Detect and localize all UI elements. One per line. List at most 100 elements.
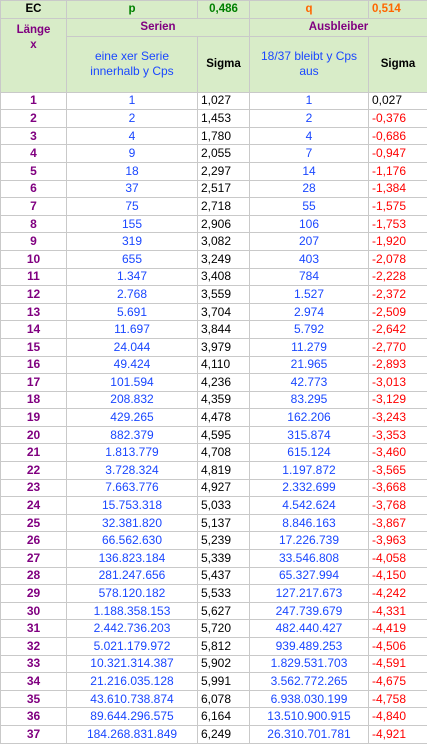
serien-cell[interactable]: 49.424 (66, 355, 198, 375)
sigma1-cell[interactable]: 4,478 (197, 408, 250, 427)
q-label-cell[interactable]: q (249, 0, 369, 19)
sigma1-cell[interactable]: 4,927 (197, 478, 250, 498)
ausbleiber-cell[interactable]: 4 (249, 126, 369, 146)
serien-cell[interactable]: 2.768 (66, 285, 198, 304)
sigma2-cell[interactable]: -4,150 (368, 566, 427, 586)
sigma1-cell[interactable]: 6,164 (197, 707, 250, 726)
serien-cell[interactable]: 66.562.630 (66, 531, 198, 551)
length-cell[interactable]: 8 (0, 214, 67, 234)
sigma2-cell[interactable]: -2,078 (368, 249, 427, 269)
ausbleiber-cell[interactable]: 55 (249, 197, 369, 216)
sigma2-cell[interactable]: -2,228 (368, 267, 427, 287)
ausbleiber-cell[interactable]: 14 (249, 161, 369, 181)
serien-cell[interactable]: 37 (66, 179, 198, 199)
ausbleiber-cell[interactable]: 127.217.673 (249, 584, 369, 603)
length-cell[interactable]: 18 (0, 390, 67, 410)
serien-cell[interactable]: 882.379 (66, 425, 198, 445)
sigma1-cell[interactable]: 3,844 (197, 320, 250, 339)
length-cell[interactable]: 26 (0, 531, 67, 551)
serien-cell[interactable]: 7.663.776 (66, 478, 198, 498)
sigma1-cell[interactable]: 2,055 (197, 144, 250, 163)
length-cell[interactable]: 16 (0, 355, 67, 375)
serien-cell[interactable]: 208.832 (66, 390, 198, 410)
ausbleiber-cell[interactable]: 247.739.679 (249, 601, 369, 621)
sigma2-cell[interactable]: -0,376 (368, 109, 427, 128)
length-cell[interactable]: 14 (0, 320, 67, 339)
ausbleiber-cell[interactable]: 42.773 (249, 373, 369, 392)
sigma2-cell[interactable]: -4,840 (368, 707, 427, 726)
sigma1-cell[interactable]: 4,236 (197, 373, 250, 392)
sigma1-cell[interactable]: 6,078 (197, 689, 250, 709)
length-cell[interactable]: 20 (0, 425, 67, 445)
length-cell[interactable]: 1 (0, 91, 67, 111)
serien-cell[interactable]: 9 (66, 144, 198, 163)
sigma1-cell[interactable]: 2,906 (197, 214, 250, 234)
sigma2-cell[interactable]: -4,506 (368, 637, 427, 656)
sigma1-cell[interactable]: 4,819 (197, 461, 250, 480)
sigma1-cell[interactable]: 5,137 (197, 513, 250, 533)
ec-cell[interactable]: EC (0, 0, 67, 19)
serien-cell[interactable]: 3.728.324 (66, 461, 198, 480)
sigma1-cell[interactable]: 4,110 (197, 355, 250, 375)
p-label-cell[interactable]: p (66, 0, 198, 19)
sigma1-cell[interactable]: 5,720 (197, 619, 250, 638)
sigma2-cell[interactable]: -4,758 (368, 689, 427, 709)
ausbleiber-cell[interactable]: 784 (249, 267, 369, 287)
serien-cell[interactable]: 11.697 (66, 320, 198, 339)
sigma2-cell[interactable]: -3,013 (368, 373, 427, 392)
length-cell[interactable]: 21 (0, 443, 67, 463)
sigma2-cell[interactable]: -3,129 (368, 390, 427, 410)
serien-cell[interactable]: 1.188.358.153 (66, 601, 198, 621)
serien-desc-cell[interactable]: eine xer Serie innerhalb y Cps (66, 35, 198, 93)
sigma2-cell[interactable]: -1,384 (368, 179, 427, 199)
length-cell[interactable]: 19 (0, 408, 67, 427)
length-cell[interactable]: 15 (0, 337, 67, 357)
sigma2-cell[interactable]: -1,920 (368, 232, 427, 251)
serien-cell[interactable]: 655 (66, 249, 198, 269)
length-cell[interactable]: 34 (0, 672, 67, 691)
sigma1-cell[interactable]: 4,708 (197, 443, 250, 463)
sigma1-header-cell[interactable]: Sigma (197, 35, 250, 93)
ausbleiber-cell[interactable]: 26.310.701.781 (249, 724, 369, 744)
sigma2-cell[interactable]: -0,686 (368, 126, 427, 146)
ausbleiber-cell[interactable]: 21.965 (249, 355, 369, 375)
length-cell[interactable]: 37 (0, 724, 67, 744)
serien-cell[interactable]: 4 (66, 126, 198, 146)
serien-cell[interactable]: 43.610.738.874 (66, 689, 198, 709)
serien-cell[interactable]: 18 (66, 161, 198, 181)
sigma1-cell[interactable]: 5,991 (197, 672, 250, 691)
length-cell[interactable]: 17 (0, 373, 67, 392)
ausbleiber-cell[interactable]: 2 (249, 109, 369, 128)
serien-cell[interactable]: 10.321.314.387 (66, 654, 198, 674)
sigma1-cell[interactable]: 5,437 (197, 566, 250, 586)
sigma2-cell[interactable]: -2,509 (368, 302, 427, 322)
sigma2-cell[interactable]: -4,058 (368, 549, 427, 568)
sigma1-cell[interactable]: 3,249 (197, 249, 250, 269)
sigma1-cell[interactable]: 3,082 (197, 232, 250, 251)
length-cell[interactable]: 30 (0, 601, 67, 621)
sigma1-cell[interactable]: 3,408 (197, 267, 250, 287)
ausbleiber-cell[interactable]: 4.542.624 (249, 496, 369, 515)
serien-cell[interactable]: 32.381.820 (66, 513, 198, 533)
serien-cell[interactable]: 21.216.035.128 (66, 672, 198, 691)
serien-cell[interactable]: 184.268.831.849 (66, 724, 198, 744)
sigma1-cell[interactable]: 5,239 (197, 531, 250, 551)
laenge-header-cell[interactable]: Länge x (0, 18, 67, 93)
length-cell[interactable]: 3 (0, 126, 67, 146)
length-cell[interactable]: 11 (0, 267, 67, 287)
sigma2-cell[interactable]: -3,867 (368, 513, 427, 533)
serien-cell[interactable]: 5.021.179.972 (66, 637, 198, 656)
ausbleiber-cell[interactable]: 6.938.030.199 (249, 689, 369, 709)
sigma2-cell[interactable]: -2,372 (368, 285, 427, 304)
ausbleiber-cell[interactable]: 13.510.900.915 (249, 707, 369, 726)
sigma2-cell[interactable]: 0,027 (368, 91, 427, 111)
ausbleiber-cell[interactable]: 1.829.531.703 (249, 654, 369, 674)
serien-cell[interactable]: 89.644.296.575 (66, 707, 198, 726)
sigma1-cell[interactable]: 5,627 (197, 601, 250, 621)
length-cell[interactable]: 9 (0, 232, 67, 251)
serien-cell[interactable]: 15.753.318 (66, 496, 198, 515)
length-cell[interactable]: 13 (0, 302, 67, 322)
length-cell[interactable]: 4 (0, 144, 67, 163)
sigma2-cell[interactable]: -3,963 (368, 531, 427, 551)
ausbleiber-cell[interactable]: 1.527 (249, 285, 369, 304)
